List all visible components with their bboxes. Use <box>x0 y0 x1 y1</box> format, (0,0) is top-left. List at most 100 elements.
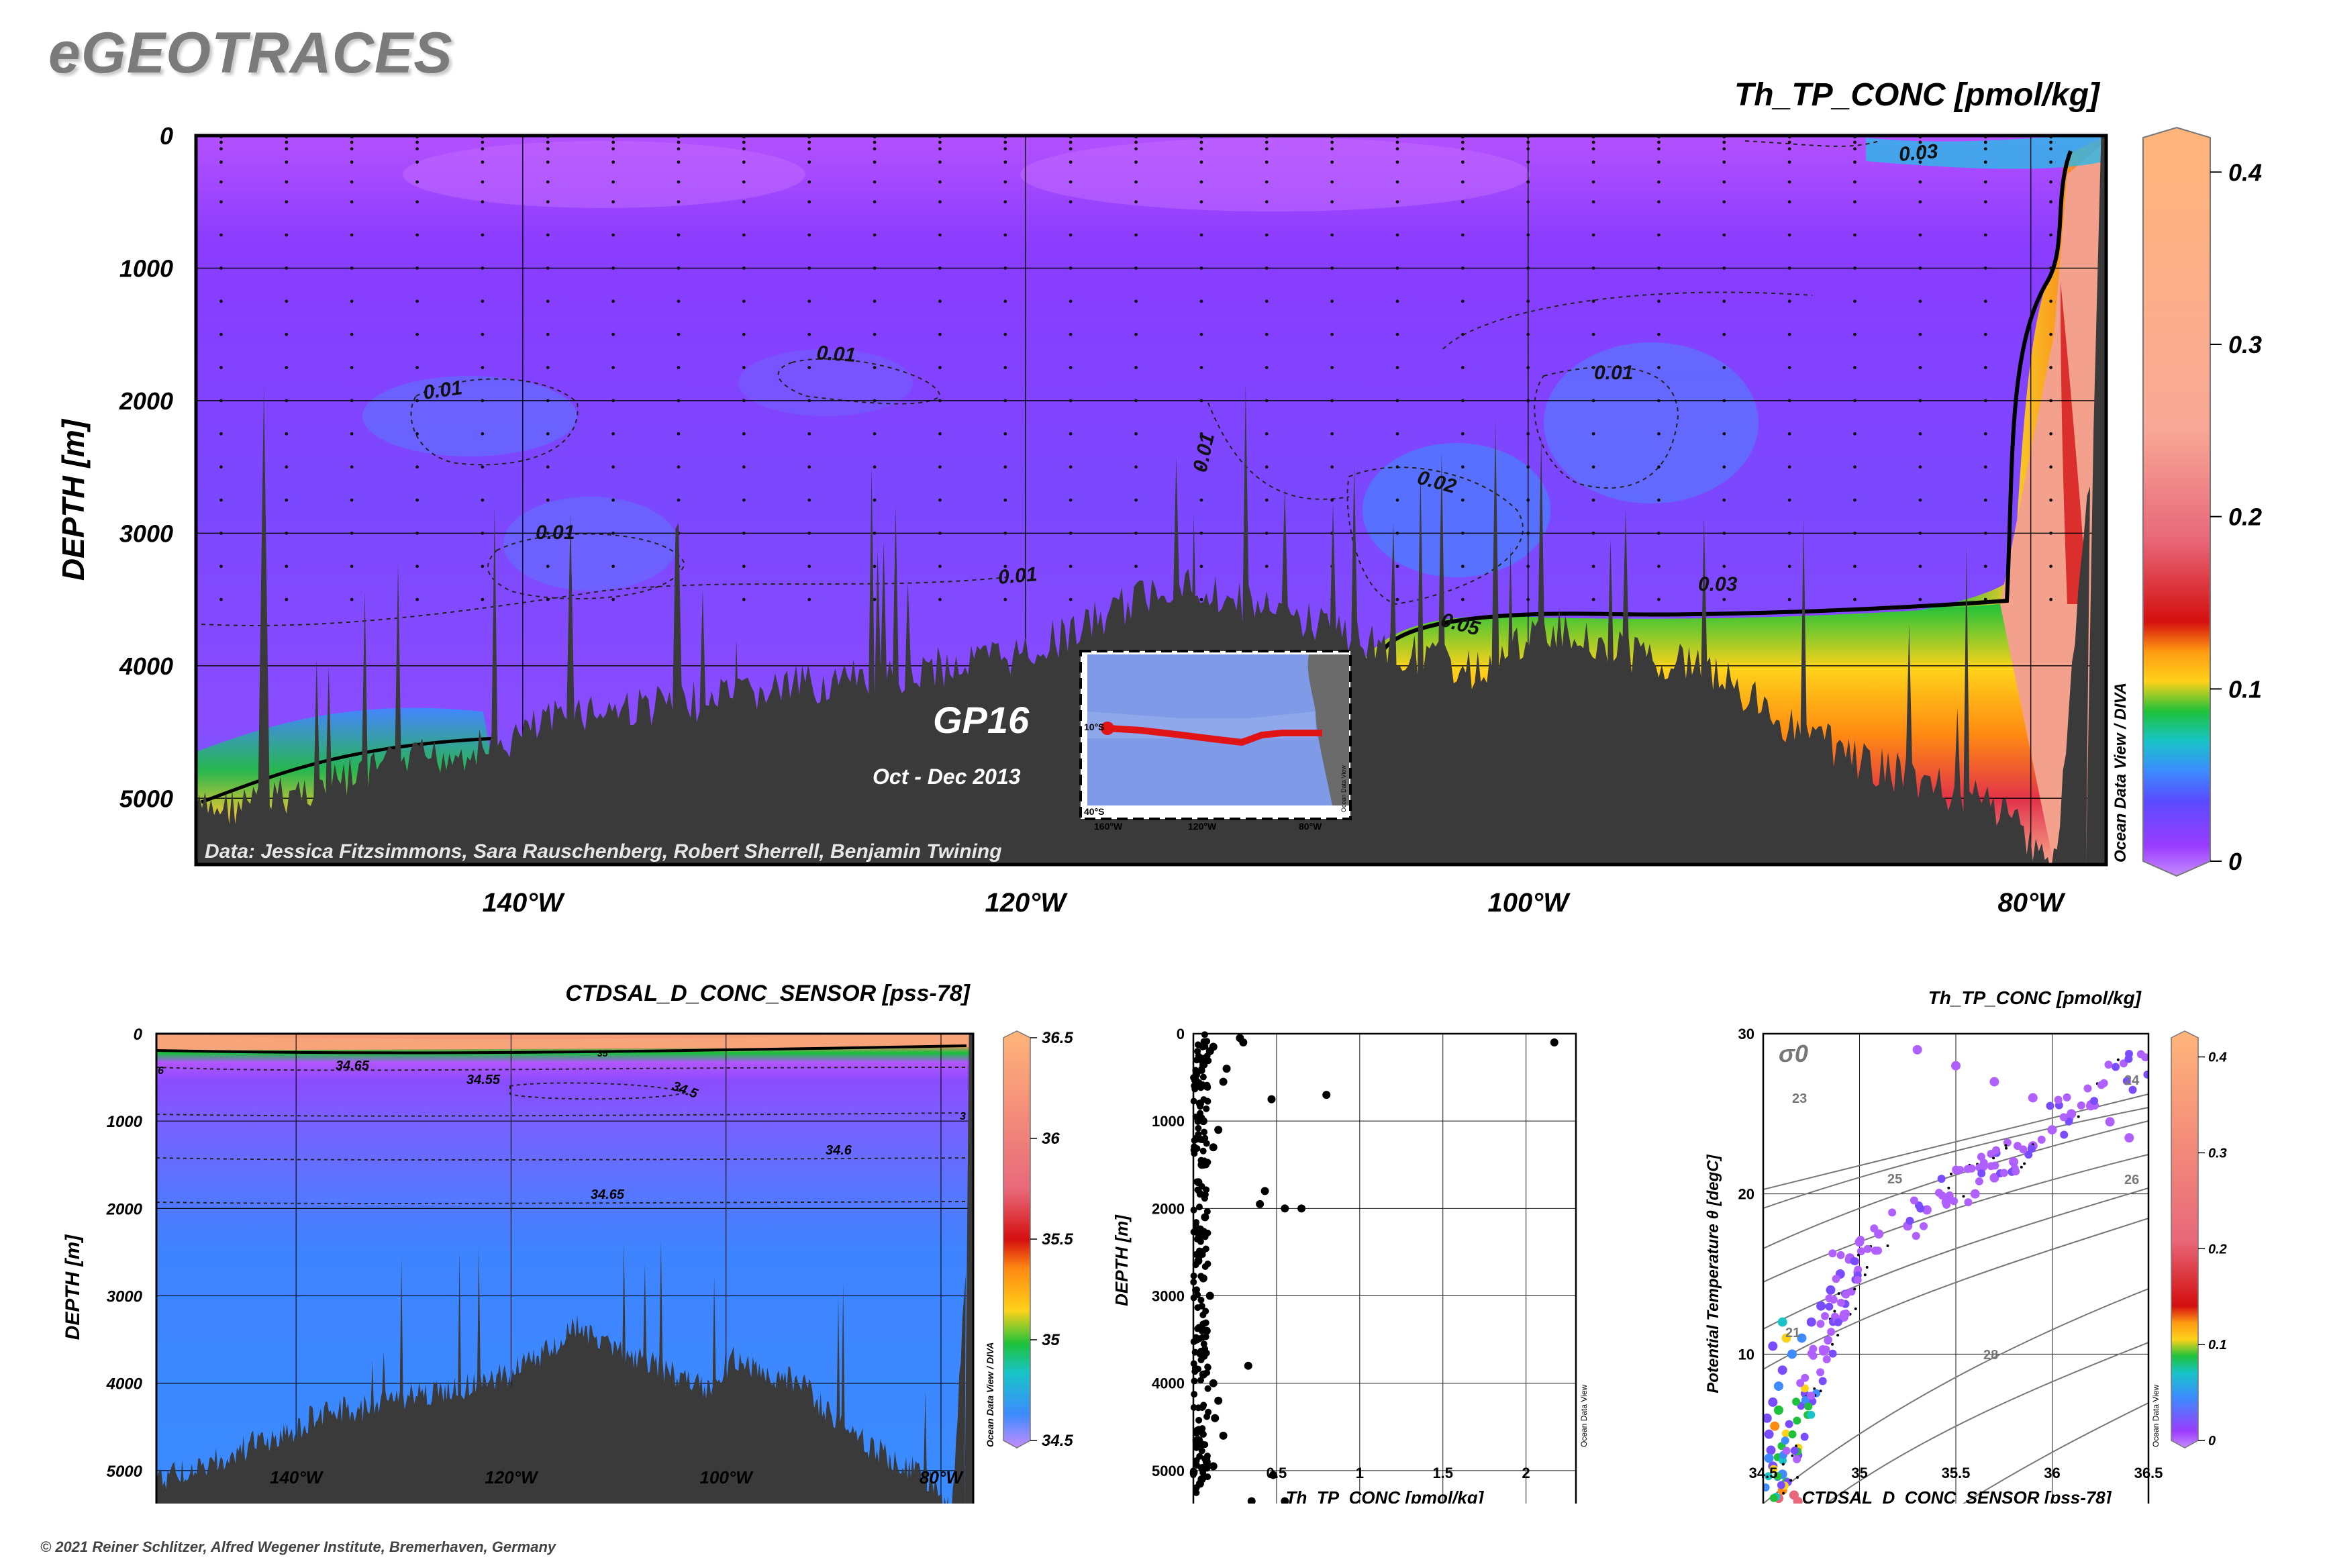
ts-point <box>1763 1483 1770 1492</box>
colorbar-tick-label: 0.1 <box>2208 1338 2227 1353</box>
colorbar-tick-label: 0.1 <box>2228 675 2262 703</box>
sample-dot <box>1395 266 1399 270</box>
ts-point <box>1970 1189 1980 1199</box>
ts-point <box>1796 1379 1805 1387</box>
sample-dot <box>2049 565 2053 569</box>
ts-point <box>1773 1405 1783 1415</box>
profile-point <box>1195 1204 1203 1211</box>
sample-dot <box>1003 200 1007 204</box>
isopycnal-label: 26 <box>2124 1173 2139 1187</box>
ts-point <box>1818 1377 1827 1385</box>
sample-dot <box>350 399 354 403</box>
sample-dot <box>1003 233 1007 237</box>
sample-dot <box>1983 233 1987 237</box>
ts-point <box>1964 1198 1973 1207</box>
profile-point <box>1195 1081 1203 1088</box>
sample-dot <box>1918 531 1922 535</box>
sample-dot <box>1069 299 1073 303</box>
sample-dot <box>1722 147 1726 151</box>
sample-dot <box>807 366 811 369</box>
ts-point <box>1922 1205 1932 1215</box>
sample-dot <box>1069 498 1073 502</box>
sample-dot <box>938 465 942 469</box>
sample-dot <box>285 299 289 303</box>
sample-dot <box>1591 498 1595 502</box>
main-title: Th_TP_CONC [pmol/kg] <box>1734 77 2101 113</box>
sample-dot <box>546 233 550 237</box>
sample-dot <box>1265 160 1269 164</box>
ts-point <box>1828 1249 1837 1258</box>
x-tick-label: 36.5 <box>2134 1465 2163 1481</box>
sample-dot <box>938 147 942 151</box>
ts-point <box>1834 1318 1842 1326</box>
ts-point <box>1822 1355 1831 1364</box>
sample-dot <box>415 399 419 403</box>
sample-dot <box>1983 597 1987 601</box>
sample-dot <box>285 140 289 144</box>
sample-dot <box>1983 565 1987 569</box>
sample-dot <box>1918 498 1922 502</box>
sample-dot <box>938 565 942 569</box>
sample-dot <box>1591 465 1595 469</box>
profile-point <box>1190 1272 1197 1279</box>
sample-dot <box>742 233 746 237</box>
sample-dot <box>873 531 877 535</box>
sample-dot <box>1460 266 1465 270</box>
ts-point <box>2104 1061 2113 1069</box>
sample-dot <box>1069 200 1073 204</box>
sample-dot <box>219 332 223 336</box>
sample-dot <box>1003 332 1007 336</box>
sample-dot <box>285 366 289 369</box>
ts-point-small <box>1962 1195 1965 1198</box>
profile-point <box>1281 1497 1289 1504</box>
sample-dot <box>1983 498 1987 502</box>
ts-point-small <box>1791 1454 1794 1457</box>
brand-title: eGEOTRACES <box>48 21 453 85</box>
sample-dot <box>1983 366 1987 369</box>
sample-dot <box>1983 147 1987 151</box>
sample-dot <box>481 266 485 270</box>
sample-dot <box>1134 266 1138 270</box>
sample-dot <box>1853 147 1856 151</box>
ts-point <box>2124 1133 2134 1143</box>
sample-dot <box>1983 465 1987 469</box>
sample-dot <box>1460 565 1465 569</box>
ts-point <box>2122 1077 2131 1085</box>
ts-point-small <box>1865 1266 1869 1269</box>
ts-point <box>2046 1101 2054 1110</box>
sample-dot <box>1918 597 1922 601</box>
colorbar-tick-label: 35 <box>1042 1331 1060 1349</box>
ts-point <box>2047 1125 2057 1135</box>
sample-dot <box>285 233 289 237</box>
sample-dot <box>219 160 223 164</box>
sample-dot <box>415 332 419 336</box>
sample-dot <box>546 432 550 436</box>
profile-point <box>1190 1404 1197 1411</box>
profile-point <box>1209 1379 1218 1387</box>
sample-dot <box>2049 432 2053 436</box>
sample-dot <box>1069 140 1073 144</box>
x-tick-label: 35.5 <box>1942 1465 1971 1481</box>
ts-point <box>1777 1481 1785 1489</box>
ts-point <box>1793 1455 1801 1463</box>
sample-dot <box>1134 399 1138 403</box>
sample-dot <box>1069 233 1073 237</box>
salinity-seafloor <box>156 1034 973 1504</box>
sample-dot <box>1003 147 1007 151</box>
sample-dot <box>1787 366 1791 369</box>
ts-point <box>1967 1164 1976 1173</box>
sample-dot <box>546 332 550 336</box>
sample-dot <box>1460 465 1465 469</box>
sample-dot <box>1199 332 1203 336</box>
sample-dot <box>1134 180 1138 184</box>
profile-x-label: Th_TP_CONC [pmol/kg] <box>1286 1487 1485 1504</box>
profile-point <box>1190 1294 1197 1302</box>
sample-dot <box>1657 332 1661 336</box>
isopycnal-label: 25 <box>1887 1172 1902 1187</box>
sample-dot <box>1265 565 1269 569</box>
sample-dot <box>415 498 419 502</box>
contour-label: 0.01 <box>422 377 463 404</box>
sample-dot <box>1134 160 1138 164</box>
sample-dot <box>481 498 485 502</box>
y-tick-label: 0 <box>134 1026 143 1044</box>
